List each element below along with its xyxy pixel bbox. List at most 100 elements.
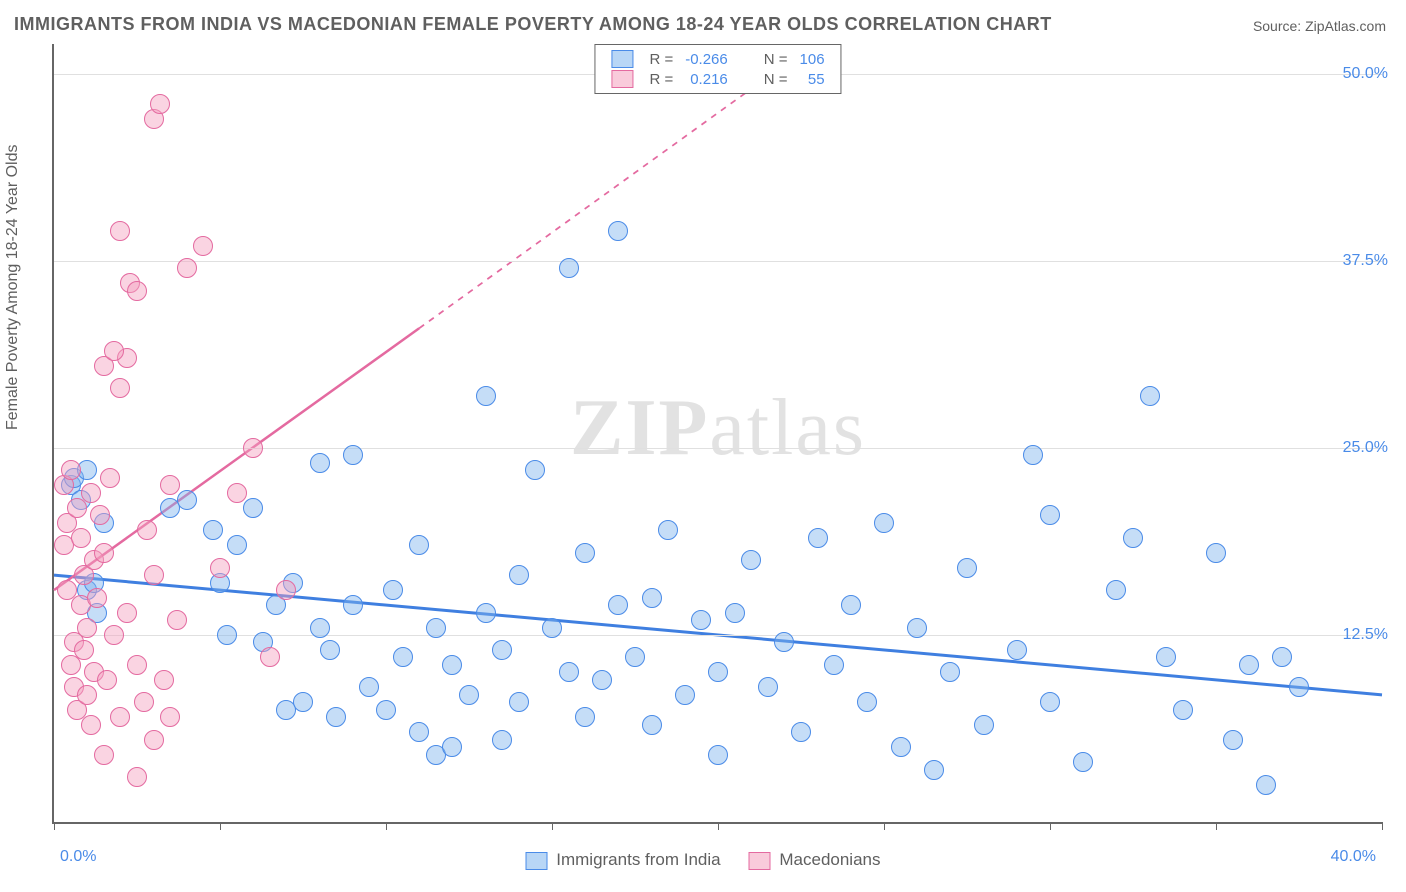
scatter-point-pink [127, 767, 147, 787]
scatter-point-blue [1023, 445, 1043, 465]
scatter-point-blue [426, 618, 446, 638]
scatter-point-blue [1140, 386, 1160, 406]
y-tick-label: 37.5% [1343, 252, 1388, 270]
scatter-point-pink [127, 655, 147, 675]
scatter-point-pink [227, 483, 247, 503]
scatter-point-blue [442, 737, 462, 757]
scatter-point-blue [791, 722, 811, 742]
scatter-point-blue [1040, 505, 1060, 525]
scatter-point-blue [492, 730, 512, 750]
r-label: R = [643, 69, 679, 89]
scatter-point-blue [1073, 752, 1093, 772]
scatter-point-blue [940, 662, 960, 682]
scatter-point-blue [808, 528, 828, 548]
watermark: ZIPatlas [570, 383, 866, 474]
legend-row-pink: R = 0.216 N = 55 [605, 69, 830, 89]
scatter-point-blue [559, 662, 579, 682]
scatter-point-pink [193, 236, 213, 256]
scatter-point-pink [160, 475, 180, 495]
x-tick [718, 822, 719, 830]
scatter-point-blue [310, 618, 330, 638]
scatter-point-blue [359, 677, 379, 697]
scatter-point-blue [442, 655, 462, 675]
scatter-point-pink [260, 647, 280, 667]
scatter-point-blue [459, 685, 479, 705]
scatter-point-blue [891, 737, 911, 757]
scatter-point-blue [1223, 730, 1243, 750]
scatter-point-blue [691, 610, 711, 630]
scatter-point-pink [104, 341, 124, 361]
x-axis-min-label: 0.0% [60, 848, 96, 866]
scatter-point-blue [824, 655, 844, 675]
scatter-point-pink [150, 94, 170, 114]
n-value-blue: 106 [794, 49, 831, 69]
scatter-point-pink [177, 258, 197, 278]
scatter-point-pink [144, 565, 164, 585]
r-value-blue: -0.266 [679, 49, 734, 69]
legend-label-blue: Immigrants from India [556, 850, 720, 869]
scatter-point-pink [160, 707, 180, 727]
scatter-point-blue [1106, 580, 1126, 600]
scatter-point-blue [383, 580, 403, 600]
scatter-point-pink [77, 618, 97, 638]
scatter-point-blue [217, 625, 237, 645]
scatter-point-pink [94, 543, 114, 563]
scatter-point-blue [343, 595, 363, 615]
scatter-point-blue [476, 386, 496, 406]
scatter-point-blue [393, 647, 413, 667]
watermark-zip: ZIP [570, 384, 709, 472]
scatter-point-pink [61, 460, 81, 480]
chart-title: IMMIGRANTS FROM INDIA VS MACEDONIAN FEMA… [14, 14, 1052, 35]
scatter-point-blue [608, 221, 628, 241]
scatter-point-pink [81, 483, 101, 503]
scatter-point-blue [293, 692, 313, 712]
trend-line [419, 89, 751, 328]
r-value-pink: 0.216 [679, 69, 734, 89]
scatter-point-blue [203, 520, 223, 540]
scatter-point-blue [575, 543, 595, 563]
source-prefix: Source: [1253, 18, 1305, 34]
scatter-point-blue [957, 558, 977, 578]
scatter-point-blue [592, 670, 612, 690]
n-label: N = [758, 69, 794, 89]
scatter-point-blue [658, 520, 678, 540]
scatter-point-blue [343, 445, 363, 465]
scatter-point-blue [409, 535, 429, 555]
scatter-point-blue [642, 588, 662, 608]
scatter-point-blue [974, 715, 994, 735]
scatter-point-blue [1007, 640, 1027, 660]
scatter-point-blue [857, 692, 877, 712]
scatter-point-blue [1272, 647, 1292, 667]
scatter-point-pink [104, 625, 124, 645]
scatter-point-blue [608, 595, 628, 615]
scatter-point-blue [1206, 543, 1226, 563]
gridline [54, 261, 1382, 262]
swatch-pink-icon [611, 70, 633, 88]
scatter-point-pink [110, 221, 130, 241]
legend-label-pink: Macedonians [779, 850, 880, 869]
x-tick [552, 822, 553, 830]
scatter-point-pink [144, 730, 164, 750]
scatter-point-pink [71, 528, 91, 548]
r-label: R = [643, 49, 679, 69]
x-tick [386, 822, 387, 830]
x-tick [1216, 822, 1217, 830]
x-tick [1050, 822, 1051, 830]
y-tick-label: 50.0% [1343, 65, 1388, 83]
source-attribution: Source: ZipAtlas.com [1253, 18, 1386, 34]
scatter-point-pink [77, 685, 97, 705]
x-axis-max-label: 40.0% [1331, 848, 1376, 866]
scatter-point-blue [227, 535, 247, 555]
scatter-point-pink [110, 378, 130, 398]
scatter-point-pink [167, 610, 187, 630]
scatter-point-blue [758, 677, 778, 697]
scatter-point-blue [509, 565, 529, 585]
scatter-point-blue [708, 662, 728, 682]
scatter-point-blue [708, 745, 728, 765]
scatter-point-blue [1040, 692, 1060, 712]
scatter-point-pink [90, 505, 110, 525]
scatter-point-pink [97, 670, 117, 690]
y-tick-label: 25.0% [1343, 439, 1388, 457]
scatter-point-blue [1123, 528, 1143, 548]
scatter-point-blue [243, 498, 263, 518]
